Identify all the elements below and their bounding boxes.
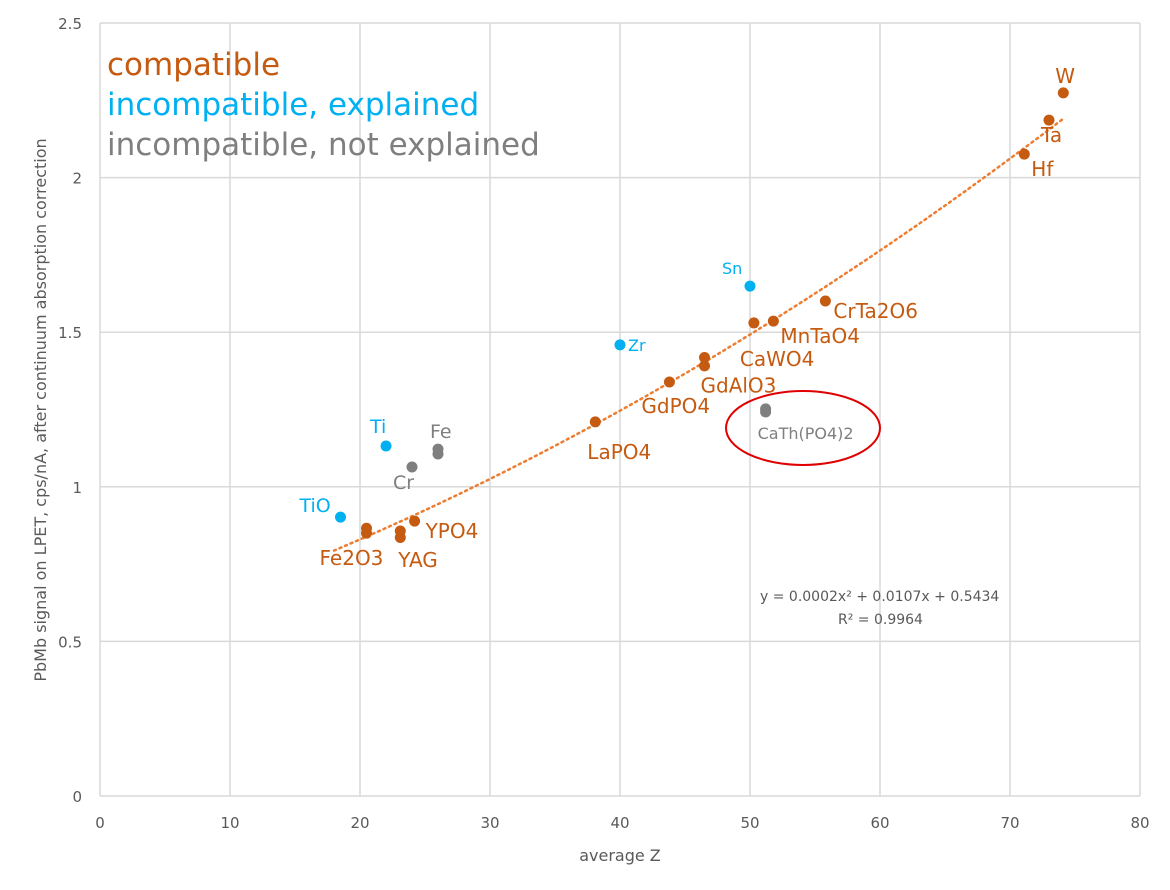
trendline-r-squared: R² = 0.9964 — [838, 612, 923, 628]
point-label: Hf — [1031, 157, 1054, 181]
y-tick-label: 2.5 — [58, 15, 82, 33]
x-tick-label: 60 — [870, 814, 889, 832]
data-point — [361, 527, 372, 539]
data-point — [589, 416, 601, 428]
point-label: Ti — [369, 416, 386, 438]
point-label: CrTa2O6 — [833, 299, 918, 323]
x-tick-label: 0 — [95, 814, 105, 832]
y-tick-label: 2 — [72, 170, 82, 188]
x-tick-label: 80 — [1130, 814, 1149, 832]
data-point — [1018, 148, 1030, 160]
x-tick-label: 40 — [610, 814, 629, 832]
x-tick-label: 30 — [480, 814, 499, 832]
data-point — [663, 376, 675, 388]
data-point — [699, 360, 710, 372]
data-point — [744, 280, 756, 292]
point-label: Fe2O3 — [320, 546, 384, 570]
tick-labels: 0 10 20 30 40 50 60 70 80 0 0.5 1 1.5 2 2.5 — [58, 15, 1149, 832]
data-point — [394, 532, 406, 544]
data-point — [614, 339, 626, 351]
data-point — [1057, 87, 1069, 99]
data-point — [406, 461, 418, 473]
legend-incompatible-explained: incompatible, explained — [107, 87, 479, 123]
point-label: MnTaO4 — [780, 324, 860, 348]
x-tick-label: 70 — [1000, 814, 1019, 832]
trendline — [332, 118, 1064, 552]
point-label: GdAlO3 — [701, 374, 777, 398]
x-tick-label: 10 — [220, 814, 239, 832]
legend-incompatible-not-explained: incompatible, not explained — [107, 127, 540, 163]
data-point — [748, 317, 760, 329]
data-point — [1043, 114, 1055, 126]
y-tick-label: 1.5 — [58, 324, 82, 342]
y-tick-label: 0.5 — [58, 633, 82, 651]
y-axis-label: PbMb signal on LPET, cps/nA, after conti… — [31, 138, 50, 681]
point-label: CaTh(PO4)2 — [758, 424, 854, 443]
point-label: LaPO4 — [587, 440, 651, 464]
point-label: YPO4 — [425, 519, 479, 543]
x-tick-label: 50 — [740, 814, 759, 832]
data-point — [760, 406, 772, 418]
point-label: TiO — [299, 495, 331, 517]
x-axis-label: average Z — [579, 846, 661, 865]
data-point — [699, 352, 710, 364]
point-label: Ta — [1040, 123, 1062, 147]
data-point — [819, 295, 831, 307]
data-point — [767, 315, 779, 327]
point-label: Sn — [722, 259, 742, 278]
point-label: Fe — [430, 421, 452, 443]
data-points — [335, 87, 1069, 544]
point-label: Cr — [393, 472, 414, 494]
data-point — [335, 511, 346, 523]
x-tick-label: 20 — [350, 814, 369, 832]
legend-compatible: compatible — [107, 47, 280, 83]
highlight-ellipse — [725, 390, 881, 466]
trendline-equation: y = 0.0002x² + 0.0107x + 0.5434 — [760, 589, 999, 605]
point-label: Zr — [628, 336, 646, 355]
data-point — [380, 440, 392, 452]
point-label: GdPO4 — [641, 394, 710, 418]
data-point — [432, 448, 444, 460]
point-label: YAG — [397, 548, 438, 572]
y-tick-label: 1 — [72, 479, 82, 497]
point-label: W — [1055, 64, 1075, 88]
y-tick-label: 0 — [72, 788, 82, 806]
data-point — [409, 515, 421, 527]
point-label: CaWO4 — [740, 347, 814, 371]
